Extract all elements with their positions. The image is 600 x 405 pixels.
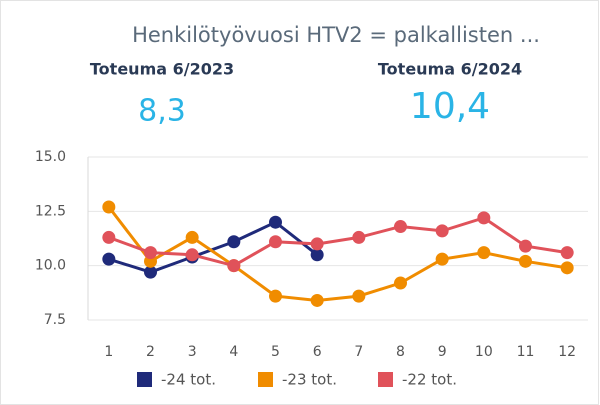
- series-line: [108, 220, 319, 274]
- data-point: [102, 230, 116, 244]
- legend-label: -23 tot.: [282, 371, 337, 389]
- y-tick-label: 10.0: [35, 258, 66, 274]
- data-point: [560, 246, 574, 260]
- x-tick-label: 3: [188, 344, 197, 360]
- legend-label: -24 tot.: [161, 371, 216, 389]
- x-tick-label: 11: [517, 344, 535, 360]
- y-tick-label: 15.0: [35, 149, 66, 165]
- x-tick-label: 12: [558, 344, 576, 360]
- series-line: [108, 216, 568, 268]
- data-point: [394, 276, 407, 290]
- data-point: [227, 235, 241, 249]
- x-tick-label: 1: [104, 344, 113, 360]
- x-tick-label: 2: [146, 344, 155, 360]
- data-point: [102, 252, 116, 266]
- legend-swatch: [137, 372, 152, 387]
- data-point: [310, 248, 324, 262]
- kpi-value: 8,3: [138, 94, 186, 129]
- data-point: [477, 211, 491, 225]
- data-point: [269, 289, 282, 303]
- kpi-label: Toteuma 6/2023: [90, 60, 234, 79]
- data-point: [185, 248, 199, 262]
- data-point: [352, 230, 366, 244]
- x-tick-label: 6: [313, 344, 322, 360]
- data-point: [394, 220, 407, 234]
- x-tick-label: 8: [396, 344, 405, 360]
- legend-label: -22 tot.: [402, 371, 457, 389]
- kpi-label: Toteuma 6/2024: [378, 60, 522, 79]
- x-tick-label: 4: [229, 344, 238, 360]
- data-point: [435, 252, 449, 266]
- kpi-value: 10,4: [410, 86, 490, 127]
- data-point: [310, 237, 324, 251]
- data-point: [144, 246, 157, 260]
- legend-swatch: [258, 372, 273, 387]
- data-point: [519, 254, 532, 268]
- data-point: [352, 289, 366, 303]
- data-point: [477, 246, 491, 260]
- data-point: [269, 235, 282, 249]
- data-point: [102, 200, 116, 214]
- data-point: [227, 259, 241, 273]
- card-title: Henkilötyövuosi HTV2 = palkallisten ...: [132, 23, 540, 47]
- x-tick-label: 5: [271, 344, 280, 360]
- x-tick-label: 10: [475, 344, 493, 360]
- data-point: [519, 239, 532, 253]
- y-tick-label: 12.5: [35, 203, 66, 219]
- x-tick-label: 7: [354, 344, 363, 360]
- data-point: [435, 224, 449, 238]
- legend-swatch: [378, 372, 393, 387]
- data-point: [560, 261, 574, 275]
- series-line: [107, 206, 568, 302]
- data-point: [269, 215, 282, 229]
- y-tick-label: 7.5: [44, 312, 66, 328]
- data-point: [144, 265, 157, 279]
- x-tick-label: 9: [438, 344, 447, 360]
- data-point: [185, 230, 199, 244]
- data-point: [310, 293, 324, 307]
